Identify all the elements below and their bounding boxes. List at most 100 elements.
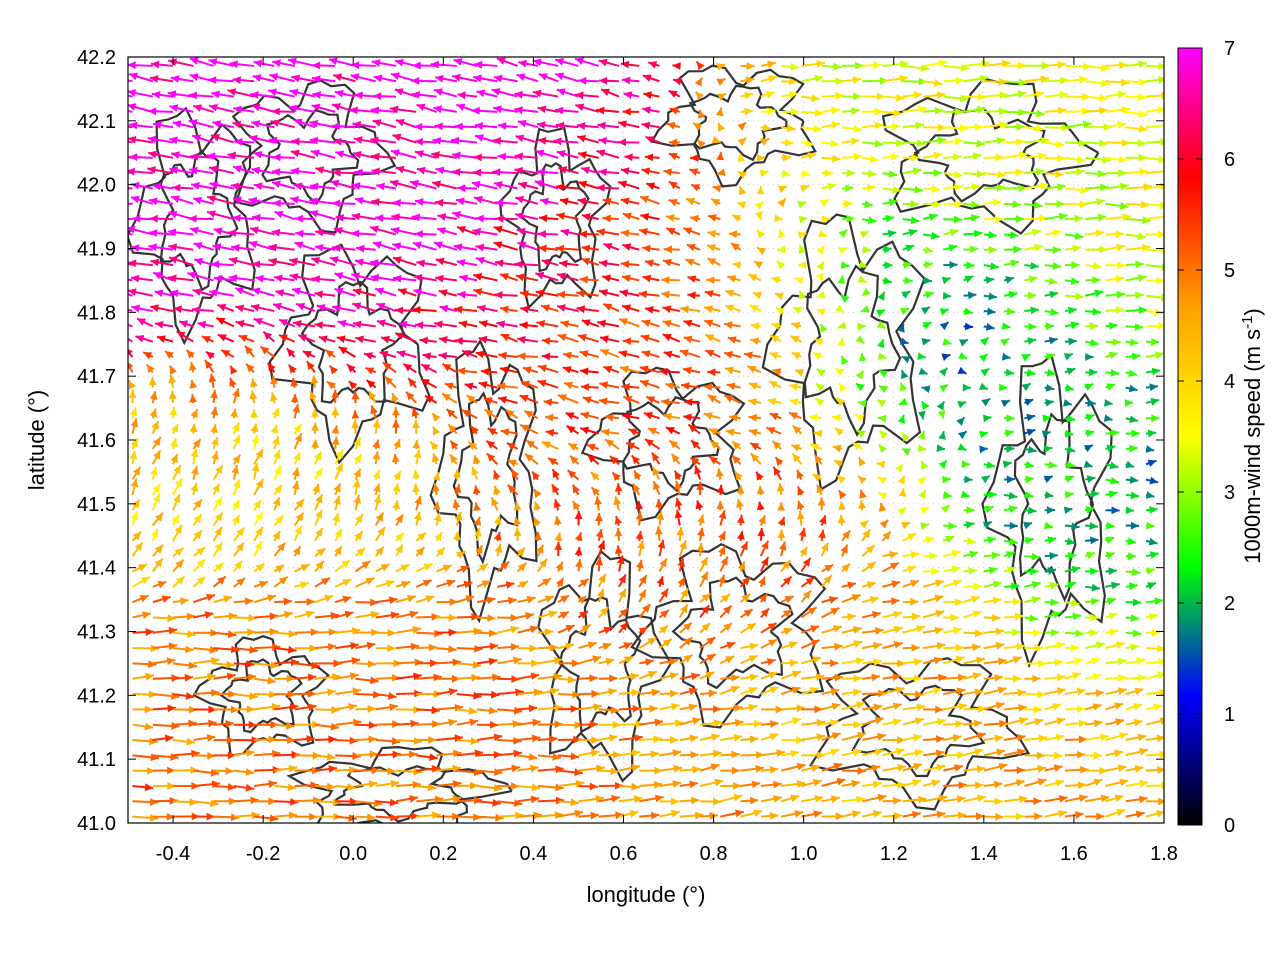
wind-arrow xyxy=(841,795,865,804)
wind-arrow xyxy=(543,398,559,407)
wind-arrow xyxy=(1024,614,1038,623)
wind-arrow xyxy=(979,430,989,439)
wind-arrow xyxy=(334,578,352,588)
wind-arrow xyxy=(699,689,718,698)
wind-arrow xyxy=(461,409,478,420)
wind-arrow xyxy=(131,530,142,542)
wind-arrow xyxy=(801,124,822,133)
wind-arrow xyxy=(902,244,915,253)
wind-arrow xyxy=(983,77,1008,86)
wind-arrow xyxy=(796,469,804,480)
wind-arrow xyxy=(253,499,262,511)
wind-arrow xyxy=(800,557,812,573)
wind-arrow xyxy=(1044,183,1066,191)
wind-arrow xyxy=(212,120,235,129)
wind-arrow xyxy=(983,812,1004,821)
wind-arrow xyxy=(329,256,356,267)
wind-arrow xyxy=(1064,384,1075,392)
wind-arrow xyxy=(943,76,964,85)
wind-arrow xyxy=(1044,673,1066,682)
wind-arrow xyxy=(172,524,183,542)
wind-arrow xyxy=(943,751,966,759)
wind-arrow xyxy=(700,705,722,714)
wind-arrow xyxy=(623,395,640,404)
wind-arrow xyxy=(661,290,680,299)
wind-arrow xyxy=(477,720,499,729)
wind-arrow xyxy=(636,559,644,572)
wind-arrow xyxy=(1145,797,1164,806)
wind-arrow xyxy=(659,797,680,806)
wind-arrow xyxy=(253,478,264,496)
wind-arrow xyxy=(395,165,417,175)
wind-arrow xyxy=(232,422,240,435)
wind-arrow xyxy=(581,257,600,267)
wind-arrow xyxy=(514,195,539,205)
wind-arrow xyxy=(152,544,164,557)
wind-arrow xyxy=(674,497,683,511)
wind-arrow xyxy=(152,642,178,651)
wind-arrow xyxy=(659,719,684,728)
wind-arrow xyxy=(963,214,980,222)
wind-arrow xyxy=(670,453,681,465)
wind-arrow xyxy=(794,369,804,377)
wind-arrow xyxy=(699,592,712,603)
wind-arrow xyxy=(598,76,620,85)
wind-arrow xyxy=(749,442,762,451)
y-tick-label: 41.9 xyxy=(77,239,116,261)
wind-arrow xyxy=(293,182,316,191)
wind-arrow xyxy=(472,74,498,83)
wind-arrow xyxy=(818,515,827,526)
wind-arrow xyxy=(780,670,802,680)
wind-arrow xyxy=(453,484,462,496)
wind-arrow xyxy=(392,199,417,207)
wind-arrow xyxy=(841,767,866,775)
wind-arrow xyxy=(718,530,727,542)
wind-arrow xyxy=(983,686,1007,696)
wind-arrow xyxy=(731,454,742,465)
wind-arrow xyxy=(478,320,498,328)
wind-arrow xyxy=(233,660,255,668)
wind-arrow xyxy=(939,383,949,393)
wind-arrow xyxy=(331,304,356,313)
wind-arrow xyxy=(132,737,158,746)
wind-arrow xyxy=(352,302,377,313)
wind-arrow xyxy=(821,154,841,163)
wind-arrow xyxy=(294,735,315,743)
wind-arrow xyxy=(497,736,522,745)
wind-arrow xyxy=(204,359,215,373)
wind-arrow xyxy=(616,555,625,572)
wind-arrow xyxy=(517,734,541,743)
wind-arrow xyxy=(922,551,938,560)
wind-arrow xyxy=(1024,413,1036,422)
wind-arrow xyxy=(1044,751,1063,760)
wind-arrow xyxy=(837,275,846,284)
wind-arrow xyxy=(983,245,997,254)
wind-arrow xyxy=(353,453,363,465)
wind-arrow xyxy=(941,353,951,361)
wind-arrow xyxy=(353,437,362,450)
wind-arrow xyxy=(1004,688,1026,697)
wind-arrow xyxy=(1064,139,1088,148)
wind-arrow xyxy=(983,215,1003,224)
wind-arrow xyxy=(760,607,770,619)
wind-arrow xyxy=(801,152,817,160)
wind-arrow xyxy=(470,425,480,435)
wind-arrow xyxy=(1103,414,1113,422)
y-tick-label: 41.0 xyxy=(77,813,116,835)
wind-arrow xyxy=(1085,139,1108,148)
wind-arrow xyxy=(981,474,991,484)
wind-arrow xyxy=(897,475,906,485)
wind-arrow xyxy=(1003,733,1026,742)
wind-arrow xyxy=(638,626,649,635)
wind-arrow xyxy=(1085,536,1099,545)
wind-arrow xyxy=(596,228,620,237)
wind-arrow xyxy=(535,271,559,282)
wind-arrow xyxy=(1145,62,1164,71)
wind-arrow xyxy=(756,501,765,511)
wind-arrow xyxy=(755,471,764,481)
wind-arrow xyxy=(268,257,295,267)
wind-arrow xyxy=(311,439,319,450)
wind-arrow xyxy=(1064,490,1074,499)
wind-arrow xyxy=(250,91,275,99)
wind-arrow xyxy=(555,121,579,130)
